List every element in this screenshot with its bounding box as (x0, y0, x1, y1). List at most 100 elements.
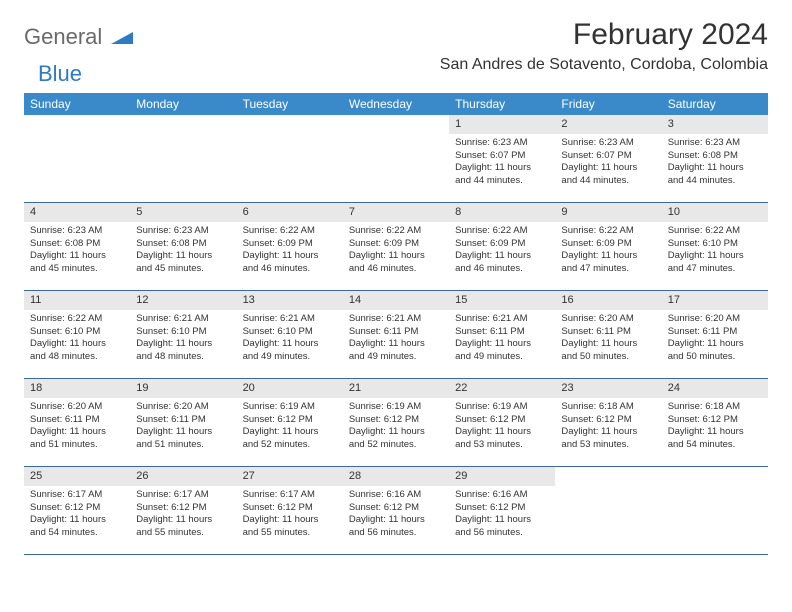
day-line: and 49 minutes. (349, 351, 443, 364)
day-number: 7 (343, 203, 449, 222)
calendar-cell: 22Sunrise: 6:19 AMSunset: 6:12 PMDayligh… (449, 379, 555, 467)
month-title: February 2024 (440, 18, 768, 52)
day-line: Sunset: 6:10 PM (668, 238, 762, 251)
day-data: Sunrise: 6:23 AMSunset: 6:08 PMDaylight:… (24, 222, 130, 282)
calendar-cell: 15Sunrise: 6:21 AMSunset: 6:11 PMDayligh… (449, 291, 555, 379)
day-number: 9 (555, 203, 661, 222)
day-number: 24 (662, 379, 768, 398)
day-line: and 52 minutes. (243, 439, 337, 452)
day-number: 15 (449, 291, 555, 310)
day-data: Sunrise: 6:20 AMSunset: 6:11 PMDaylight:… (24, 398, 130, 458)
day-line: and 46 minutes. (349, 263, 443, 276)
day-line: Sunrise: 6:23 AM (668, 137, 762, 150)
calendar-cell-empty (24, 115, 130, 203)
day-data: Sunrise: 6:22 AMSunset: 6:09 PMDaylight:… (237, 222, 343, 282)
day-number: 27 (237, 467, 343, 486)
weekday-header: Thursday (449, 93, 555, 115)
day-line: and 56 minutes. (455, 527, 549, 540)
day-line: Daylight: 11 hours (243, 250, 337, 263)
day-line: Sunset: 6:09 PM (561, 238, 655, 251)
day-line: Sunset: 6:11 PM (561, 326, 655, 339)
day-line: Sunrise: 6:18 AM (561, 401, 655, 414)
day-line: and 50 minutes. (668, 351, 762, 364)
day-data: Sunrise: 6:23 AMSunset: 6:07 PMDaylight:… (449, 134, 555, 194)
day-line: Daylight: 11 hours (136, 250, 230, 263)
day-line: Sunrise: 6:20 AM (30, 401, 124, 414)
day-line: Daylight: 11 hours (561, 250, 655, 263)
day-line: Sunrise: 6:16 AM (349, 489, 443, 502)
day-line: Daylight: 11 hours (455, 338, 549, 351)
day-line: Sunrise: 6:22 AM (668, 225, 762, 238)
day-line: Sunrise: 6:16 AM (455, 489, 549, 502)
day-line: Sunrise: 6:22 AM (243, 225, 337, 238)
day-line: and 55 minutes. (243, 527, 337, 540)
day-line: and 44 minutes. (561, 175, 655, 188)
calendar-cell: 12Sunrise: 6:21 AMSunset: 6:10 PMDayligh… (130, 291, 236, 379)
day-data: Sunrise: 6:19 AMSunset: 6:12 PMDaylight:… (343, 398, 449, 458)
calendar-cell: 1Sunrise: 6:23 AMSunset: 6:07 PMDaylight… (449, 115, 555, 203)
calendar-cell: 18Sunrise: 6:20 AMSunset: 6:11 PMDayligh… (24, 379, 130, 467)
calendar-cell: 11Sunrise: 6:22 AMSunset: 6:10 PMDayligh… (24, 291, 130, 379)
day-line: Sunset: 6:08 PM (30, 238, 124, 251)
day-line: Sunrise: 6:19 AM (349, 401, 443, 414)
day-data: Sunrise: 6:16 AMSunset: 6:12 PMDaylight:… (449, 486, 555, 546)
day-data: Sunrise: 6:17 AMSunset: 6:12 PMDaylight:… (24, 486, 130, 546)
day-line: Sunset: 6:10 PM (243, 326, 337, 339)
day-line: Sunset: 6:12 PM (136, 502, 230, 515)
day-data: Sunrise: 6:23 AMSunset: 6:08 PMDaylight:… (130, 222, 236, 282)
day-line: Sunrise: 6:21 AM (243, 313, 337, 326)
calendar-cell-empty (130, 115, 236, 203)
header: General Blue February 2024 San Andres de… (24, 18, 768, 87)
day-line: Daylight: 11 hours (455, 514, 549, 527)
calendar-cell: 5Sunrise: 6:23 AMSunset: 6:08 PMDaylight… (130, 203, 236, 291)
day-line: and 44 minutes. (668, 175, 762, 188)
day-line: and 46 minutes. (243, 263, 337, 276)
day-data: Sunrise: 6:18 AMSunset: 6:12 PMDaylight:… (555, 398, 661, 458)
day-number: 11 (24, 291, 130, 310)
day-line: Sunset: 6:12 PM (243, 502, 337, 515)
day-line: Daylight: 11 hours (243, 426, 337, 439)
day-number: 13 (237, 291, 343, 310)
day-number: 29 (449, 467, 555, 486)
calendar-cell: 8Sunrise: 6:22 AMSunset: 6:09 PMDaylight… (449, 203, 555, 291)
day-line: and 48 minutes. (30, 351, 124, 364)
day-line: and 53 minutes. (561, 439, 655, 452)
day-line: Sunset: 6:08 PM (136, 238, 230, 251)
calendar-cell-empty (237, 115, 343, 203)
day-line: Daylight: 11 hours (30, 514, 124, 527)
calendar-cell: 19Sunrise: 6:20 AMSunset: 6:11 PMDayligh… (130, 379, 236, 467)
day-number: 2 (555, 115, 661, 134)
day-line: and 54 minutes. (30, 527, 124, 540)
day-line: Daylight: 11 hours (136, 514, 230, 527)
calendar-cell: 24Sunrise: 6:18 AMSunset: 6:12 PMDayligh… (662, 379, 768, 467)
day-data: Sunrise: 6:20 AMSunset: 6:11 PMDaylight:… (662, 310, 768, 370)
day-number: 10 (662, 203, 768, 222)
day-data: Sunrise: 6:21 AMSunset: 6:10 PMDaylight:… (130, 310, 236, 370)
day-line: and 54 minutes. (668, 439, 762, 452)
weekday-header: Tuesday (237, 93, 343, 115)
day-line: Daylight: 11 hours (668, 162, 762, 175)
day-number: 28 (343, 467, 449, 486)
calendar-cell: 10Sunrise: 6:22 AMSunset: 6:10 PMDayligh… (662, 203, 768, 291)
day-line: and 56 minutes. (349, 527, 443, 540)
day-line: and 49 minutes. (455, 351, 549, 364)
logo-text-wrap: General Blue (24, 24, 133, 87)
calendar-cell: 20Sunrise: 6:19 AMSunset: 6:12 PMDayligh… (237, 379, 343, 467)
day-line: Sunrise: 6:20 AM (561, 313, 655, 326)
day-line: Daylight: 11 hours (455, 426, 549, 439)
day-line: Sunset: 6:12 PM (561, 414, 655, 427)
day-number: 18 (24, 379, 130, 398)
day-line: Daylight: 11 hours (243, 514, 337, 527)
day-line: Sunset: 6:11 PM (136, 414, 230, 427)
day-line: and 46 minutes. (455, 263, 549, 276)
day-line: Daylight: 11 hours (30, 426, 124, 439)
day-data: Sunrise: 6:22 AMSunset: 6:10 PMDaylight:… (24, 310, 130, 370)
day-line: Daylight: 11 hours (136, 426, 230, 439)
calendar-cell: 25Sunrise: 6:17 AMSunset: 6:12 PMDayligh… (24, 467, 130, 555)
day-data: Sunrise: 6:17 AMSunset: 6:12 PMDaylight:… (130, 486, 236, 546)
calendar-cell: 4Sunrise: 6:23 AMSunset: 6:08 PMDaylight… (24, 203, 130, 291)
day-line: and 47 minutes. (668, 263, 762, 276)
day-line: Daylight: 11 hours (561, 338, 655, 351)
calendar-cell: 21Sunrise: 6:19 AMSunset: 6:12 PMDayligh… (343, 379, 449, 467)
day-line: Sunrise: 6:21 AM (349, 313, 443, 326)
